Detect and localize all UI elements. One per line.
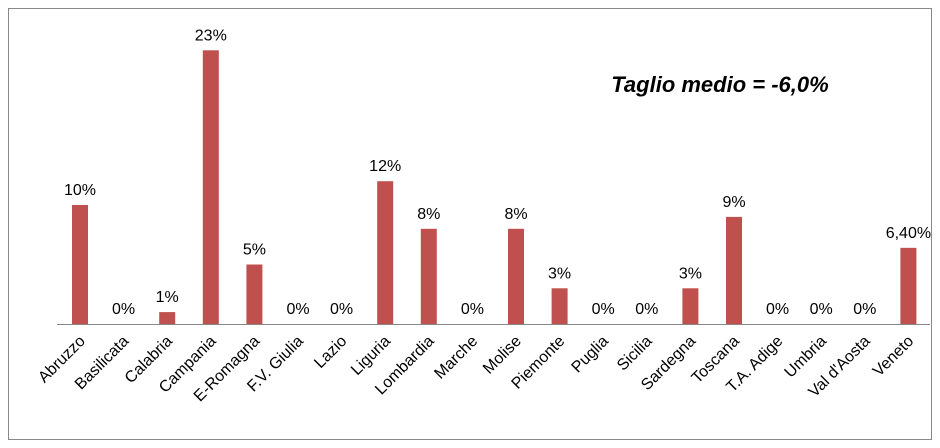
data-label: 0% — [592, 301, 615, 318]
annotation: Taglio medio = -6,0% — [611, 72, 828, 97]
bar — [202, 50, 219, 325]
data-label: 3% — [548, 265, 571, 282]
data-label: 23% — [195, 27, 227, 44]
bar — [246, 264, 263, 324]
bar — [508, 228, 524, 324]
data-label: 5% — [243, 242, 266, 259]
data-label: 6,40% — [886, 225, 931, 242]
data-label: 0% — [853, 301, 876, 318]
data-label: 3% — [679, 265, 702, 282]
data-label: 0% — [810, 301, 833, 318]
data-label: 0% — [112, 301, 135, 318]
data-label: 8% — [504, 206, 527, 223]
bar — [682, 288, 699, 324]
data-label: 0% — [286, 301, 309, 318]
bar — [726, 216, 742, 324]
bar — [551, 288, 568, 324]
data-label: 1% — [156, 289, 179, 306]
bar — [72, 205, 88, 324]
bar — [900, 247, 917, 324]
data-label: 8% — [417, 206, 440, 223]
data-label: 0% — [461, 301, 484, 318]
chart-frame — [8, 8, 932, 440]
bar — [420, 228, 437, 324]
bar — [159, 312, 176, 324]
data-label: 0% — [766, 301, 789, 318]
data-label: 9% — [722, 194, 745, 211]
data-label: 0% — [330, 301, 353, 318]
data-label: 0% — [635, 301, 658, 318]
data-label: 10% — [64, 182, 96, 199]
bar — [377, 181, 394, 324]
data-label: 12% — [369, 158, 401, 175]
